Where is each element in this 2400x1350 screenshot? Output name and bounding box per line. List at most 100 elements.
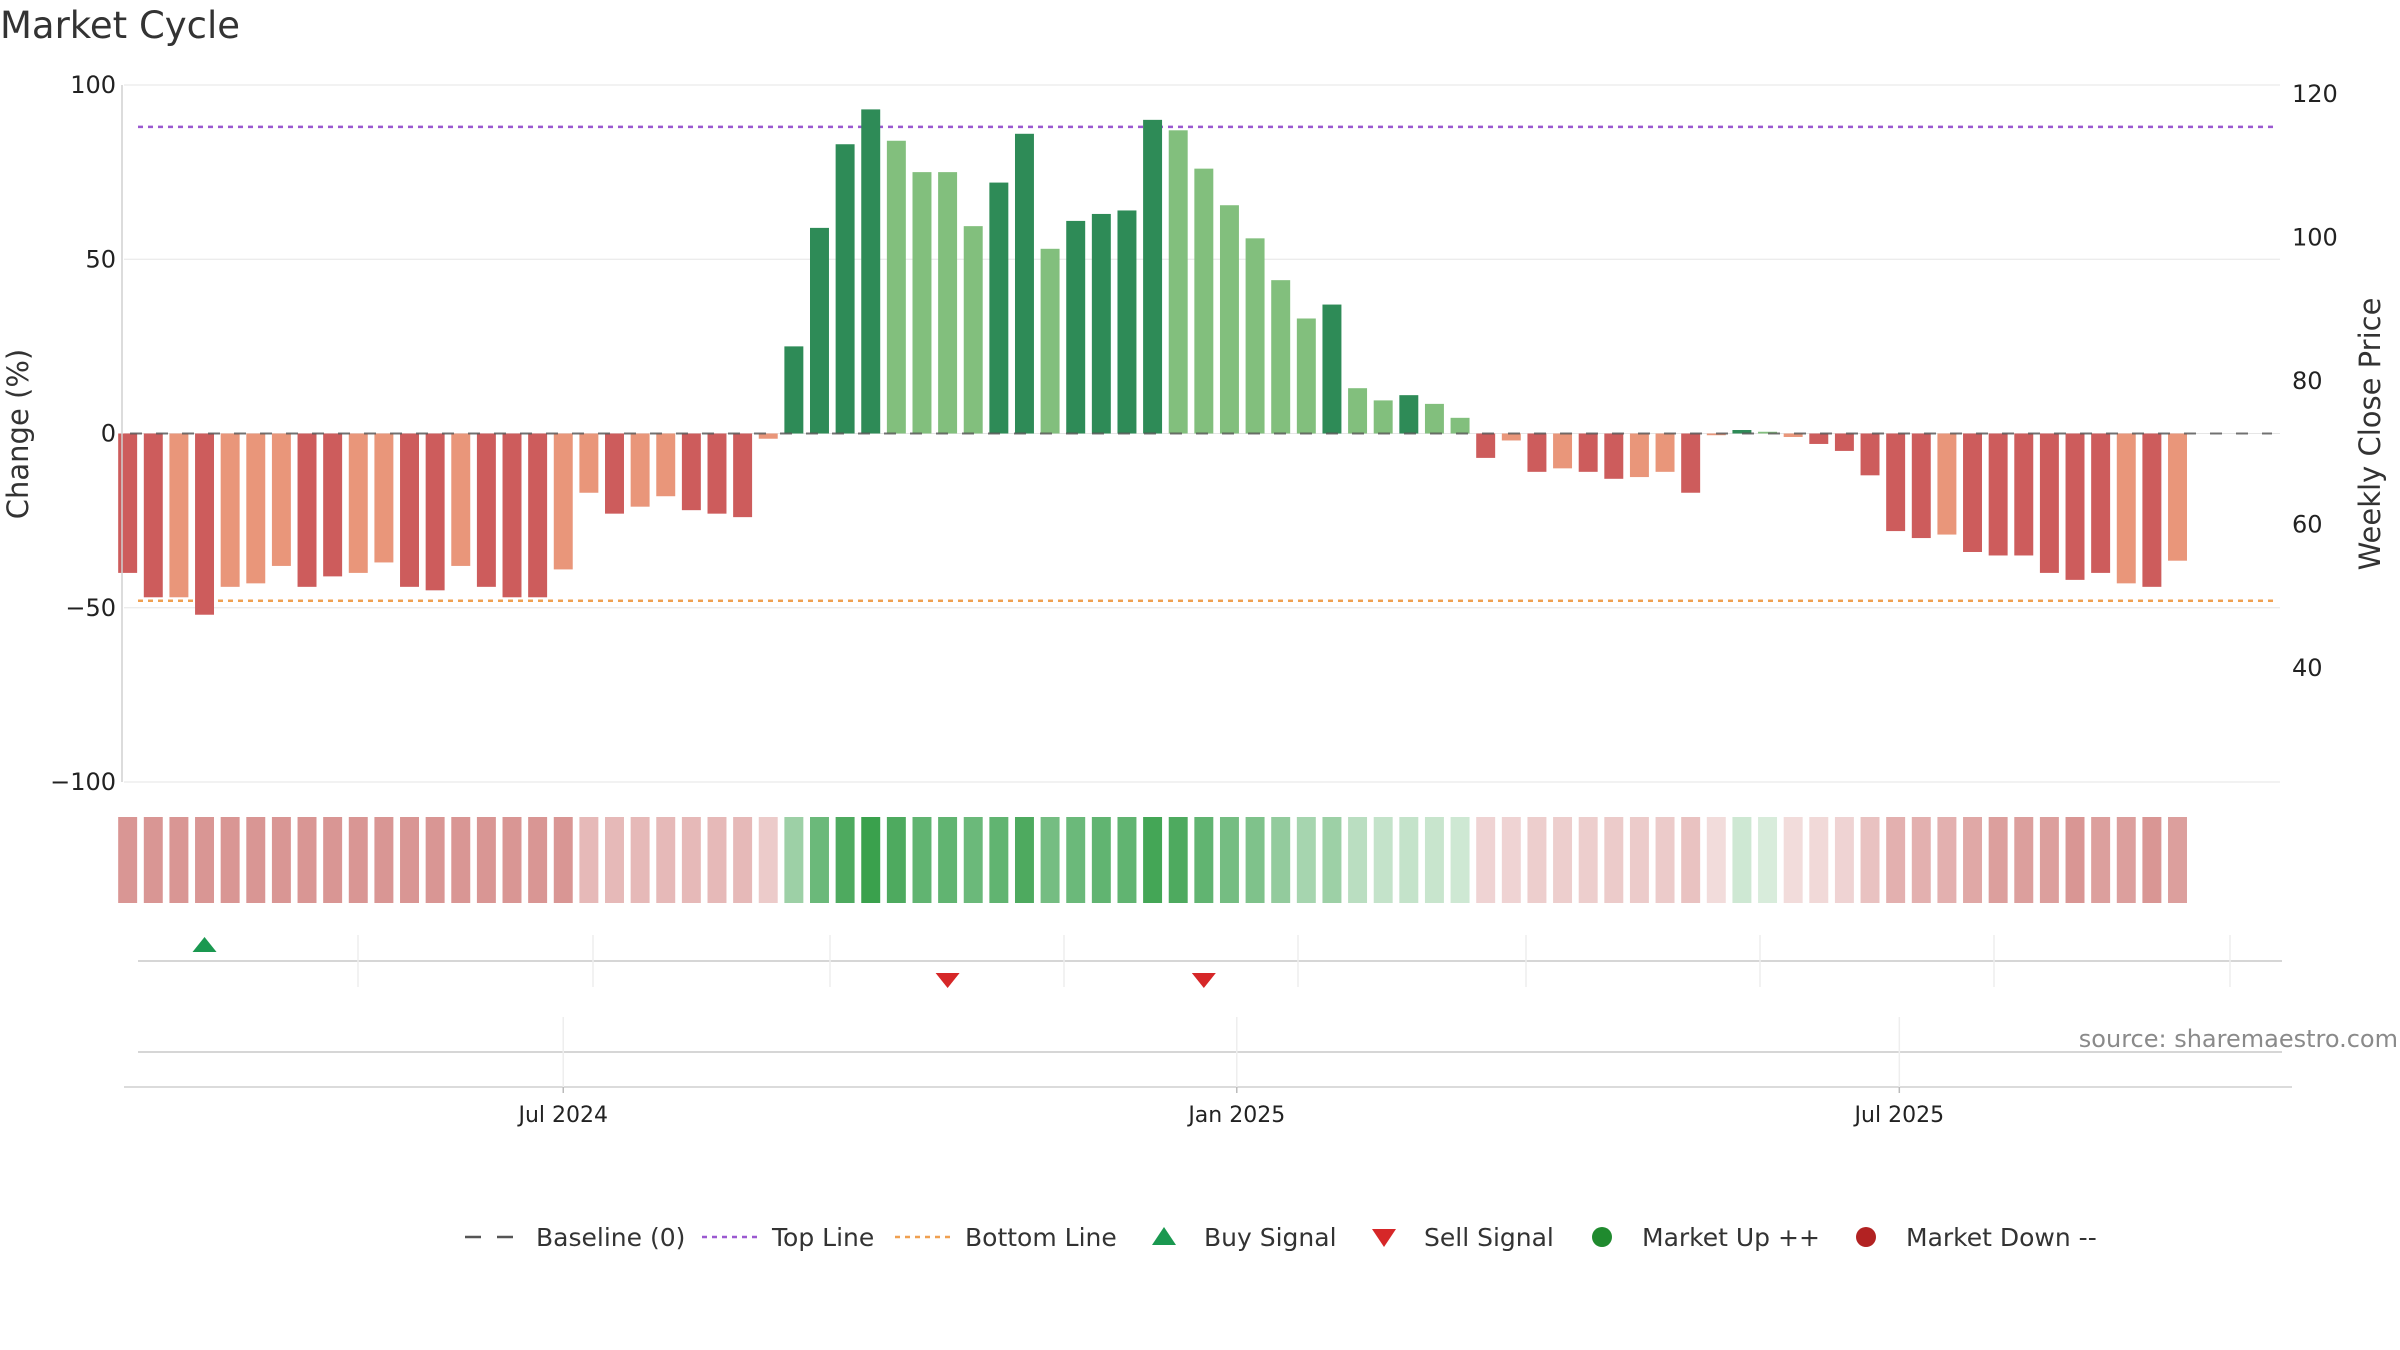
bar — [1655, 433, 1675, 472]
bar — [1886, 433, 1906, 532]
heat-cell — [323, 817, 343, 903]
bar — [1681, 433, 1701, 493]
heat-cell — [605, 817, 624, 903]
signal-panel — [138, 935, 2282, 988]
heat-cell — [784, 817, 804, 903]
bar — [1271, 280, 1291, 434]
bar — [271, 433, 291, 566]
heat-cell — [1040, 817, 1060, 903]
bar — [553, 433, 573, 570]
legend-item-top: Top Line — [702, 1223, 874, 1252]
bar — [2065, 433, 2085, 580]
heat-cell — [1963, 817, 1983, 903]
bar — [425, 433, 445, 591]
bar — [1040, 248, 1060, 434]
legend-label: Bottom Line — [965, 1223, 1117, 1252]
heat-cell — [1706, 817, 1726, 903]
bar — [1348, 388, 1368, 434]
heat-cell — [733, 817, 753, 903]
bar — [1937, 433, 1957, 535]
sell-signal-marker — [1191, 973, 1216, 988]
bar — [784, 346, 804, 434]
bar — [810, 227, 829, 434]
legend-label: Market Up ++ — [1642, 1223, 1820, 1252]
y2-axis-label: Weekly Close Price — [2353, 298, 2387, 571]
heat-cell — [835, 817, 855, 903]
legend-label: Buy Signal — [1204, 1223, 1337, 1252]
y2-tick-label: 120 — [2292, 80, 2338, 108]
bar — [656, 433, 676, 497]
heat-cell — [963, 817, 983, 903]
bar — [2116, 433, 2136, 584]
heat-cell — [1783, 817, 1803, 903]
y2-tick-label: 60 — [2292, 511, 2323, 539]
bar — [2014, 433, 2034, 556]
heat-cell — [758, 817, 778, 903]
heat-cell — [1578, 817, 1598, 903]
y-tick-label: 0 — [101, 420, 116, 448]
heat-cell — [707, 817, 727, 903]
bar — [1758, 431, 1778, 434]
heat-cell — [1501, 817, 1521, 903]
legend-swatch — [1592, 1227, 1612, 1247]
legend-label: Top Line — [771, 1223, 874, 1252]
reference-lines — [138, 125, 2278, 603]
bar — [758, 433, 778, 439]
heat-cell — [118, 817, 138, 903]
bar — [707, 433, 727, 514]
y2-tick-label: 40 — [2292, 654, 2323, 682]
heat-cell — [2014, 817, 2034, 903]
heat-cell — [1732, 817, 1752, 903]
legend-label: Baseline (0) — [536, 1223, 685, 1252]
bar — [938, 172, 958, 434]
bar — [1578, 433, 1598, 472]
bar — [2142, 433, 2162, 587]
heat-cell — [1424, 817, 1444, 903]
heat-cell — [656, 817, 676, 903]
axis-layer: 100 50 0 −50 −100 120 100 80 60 40 — [50, 71, 2338, 796]
legend: Baseline (0) Top Line Bottom Line Buy Signa… — [465, 1223, 2097, 1252]
bar — [579, 433, 599, 493]
bar — [1450, 417, 1470, 434]
heat-cell — [912, 817, 932, 903]
heat-cell — [1271, 817, 1291, 903]
bar — [835, 144, 855, 434]
heat-cell — [1194, 817, 1214, 903]
bar — [323, 433, 343, 577]
bar — [2168, 433, 2187, 561]
bar — [1322, 304, 1342, 434]
bar — [1014, 133, 1034, 434]
bar — [476, 433, 496, 587]
heat-cell — [1091, 817, 1111, 903]
heat-cell — [2039, 817, 2059, 903]
bar — [681, 433, 701, 511]
legend-item-bottom: Bottom Line — [895, 1223, 1117, 1252]
heat-cell — [297, 817, 317, 903]
heat-cell — [1117, 817, 1137, 903]
bar — [297, 433, 317, 587]
heat-cell — [1450, 817, 1470, 903]
bar — [912, 172, 932, 434]
bar — [1527, 433, 1547, 472]
heat-cell — [476, 817, 496, 903]
heat-cell — [1604, 817, 1624, 903]
bar — [400, 433, 419, 587]
y-tick-label: 50 — [85, 245, 116, 273]
heat-cell — [810, 817, 829, 903]
bar — [220, 433, 240, 587]
bar — [246, 433, 266, 584]
legend-swatch — [1372, 1229, 1396, 1247]
bar — [1399, 395, 1419, 434]
heat-cell — [2091, 817, 2111, 903]
heat-cell — [1553, 817, 1573, 903]
heat-cell — [1911, 817, 1931, 903]
heat-cell — [271, 817, 291, 903]
bar — [1245, 238, 1265, 434]
heat-cell — [2142, 817, 2162, 903]
y2-tick-label: 100 — [2292, 224, 2338, 252]
bar — [1143, 119, 1163, 434]
heat-cell — [1476, 817, 1496, 903]
legend-item-sell: Sell Signal — [1372, 1223, 1554, 1252]
y-axis-label: Change (%) — [1, 349, 35, 519]
bar — [963, 226, 983, 434]
